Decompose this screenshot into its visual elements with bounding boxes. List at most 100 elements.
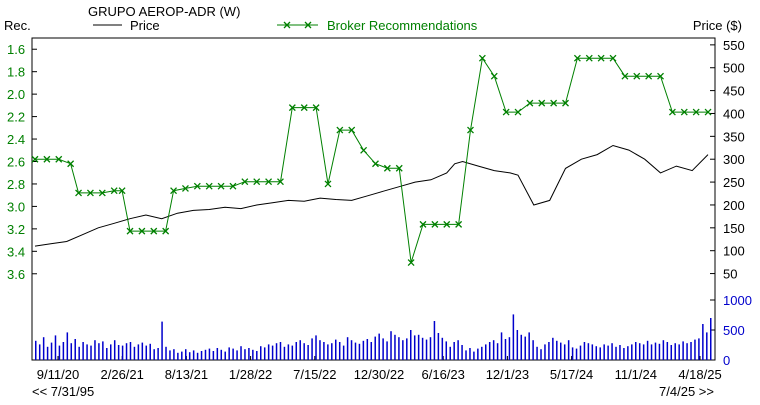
volume-bar bbox=[267, 344, 270, 360]
volume-bar bbox=[552, 337, 554, 360]
volume-bar bbox=[362, 340, 365, 360]
rec-tick-label: 2.0 bbox=[7, 87, 25, 102]
volume-bar bbox=[177, 352, 179, 360]
volume-bar bbox=[536, 346, 538, 360]
rec-point bbox=[181, 184, 189, 192]
volume-bar bbox=[678, 344, 680, 360]
volume-bar bbox=[386, 341, 388, 360]
volume-bar bbox=[686, 343, 688, 360]
legend-rec-markers bbox=[283, 21, 312, 29]
volume-bar bbox=[279, 342, 282, 360]
volume-bar bbox=[485, 344, 487, 360]
volume-bar bbox=[110, 344, 112, 360]
volume-bar bbox=[46, 346, 49, 360]
rec-point bbox=[443, 220, 451, 228]
rec-point bbox=[573, 54, 581, 62]
rec-point bbox=[205, 182, 213, 190]
volume-bar bbox=[185, 349, 187, 360]
x-tick-label: 8/13/21 bbox=[165, 367, 208, 382]
rec-point bbox=[478, 54, 486, 62]
volume-bar bbox=[674, 343, 676, 360]
volume-bar bbox=[516, 330, 519, 360]
volume-bar bbox=[70, 343, 73, 360]
volume-bar bbox=[121, 345, 124, 360]
volume-bar bbox=[220, 349, 223, 360]
volume-bar bbox=[390, 331, 392, 360]
rec-point bbox=[265, 178, 273, 186]
rec-point bbox=[300, 104, 308, 112]
volume-bar bbox=[153, 349, 155, 360]
rec-point bbox=[43, 155, 51, 163]
volume-bar bbox=[544, 344, 546, 360]
volume-bar bbox=[611, 343, 613, 360]
rec-point bbox=[324, 180, 332, 188]
legend-rec-marker bbox=[304, 21, 312, 29]
volume-bar bbox=[465, 350, 467, 360]
volume-bar bbox=[188, 352, 191, 360]
volume-bar bbox=[560, 342, 562, 360]
rec-point bbox=[110, 187, 118, 195]
volume-bar bbox=[500, 332, 503, 360]
rec-point bbox=[395, 164, 403, 172]
volume-bar bbox=[457, 340, 459, 360]
rec-point bbox=[419, 220, 427, 228]
volume-bar bbox=[528, 332, 530, 360]
volume-bar bbox=[240, 346, 242, 360]
volume-bar bbox=[421, 337, 424, 360]
volume-bar bbox=[38, 344, 41, 360]
volume-bar bbox=[425, 339, 428, 360]
rec-tick-label: 2.8 bbox=[7, 177, 25, 192]
volume-bar bbox=[102, 341, 104, 360]
legend-rec-label: Broker Recommendations bbox=[327, 18, 478, 33]
volume-bar bbox=[331, 343, 333, 360]
price-tick-label: 400 bbox=[723, 106, 745, 121]
volume-bar bbox=[623, 348, 625, 360]
rec-point bbox=[633, 72, 641, 80]
volume-tick-label: 500 bbox=[723, 323, 745, 338]
volume-bar bbox=[473, 351, 475, 360]
volume-bar bbox=[402, 340, 404, 360]
rec-point bbox=[150, 227, 158, 235]
rec-point bbox=[170, 187, 178, 195]
volume-bar bbox=[706, 332, 708, 360]
rec-tick-label: 3.4 bbox=[7, 244, 25, 259]
volume-bar bbox=[149, 343, 151, 360]
rec-point bbox=[348, 126, 356, 134]
recommendation-markers bbox=[31, 54, 712, 267]
volume-bar bbox=[275, 343, 278, 360]
rec-point bbox=[253, 178, 261, 186]
rec-point bbox=[657, 72, 664, 80]
rec-point bbox=[514, 108, 522, 116]
volume-bar bbox=[520, 334, 523, 360]
volume-bar bbox=[74, 339, 76, 360]
volume-bar bbox=[698, 338, 700, 360]
volume-bar bbox=[710, 318, 712, 360]
volume-bar bbox=[642, 344, 645, 360]
rec-point bbox=[360, 146, 368, 154]
volume-bar bbox=[461, 345, 463, 360]
x-tick-label: 11/1/24 bbox=[615, 367, 657, 382]
volume-bar bbox=[508, 337, 511, 360]
volume-bar bbox=[496, 343, 499, 360]
volume-bar bbox=[370, 342, 373, 360]
rec-point bbox=[597, 54, 605, 62]
rec-point bbox=[680, 108, 688, 116]
volume-bar bbox=[232, 348, 234, 360]
price-tick-label: 450 bbox=[723, 84, 745, 99]
volume-bar bbox=[141, 342, 144, 360]
range-end-link[interactable]: 7/4/25 >> bbox=[659, 384, 714, 399]
volume-bar bbox=[619, 345, 621, 360]
volume-bar bbox=[319, 340, 321, 360]
volume-bar bbox=[311, 338, 313, 360]
volume-bar bbox=[504, 339, 507, 360]
rec-point bbox=[67, 160, 75, 168]
price-tick-label: 550 bbox=[723, 38, 745, 53]
volume-bar bbox=[638, 343, 641, 360]
volume-bar bbox=[66, 332, 69, 360]
volume-bar bbox=[378, 333, 380, 360]
x-tick-label: 6/16/23 bbox=[422, 367, 465, 382]
rec-point bbox=[55, 155, 63, 163]
range-start-link[interactable]: << 7/31/95 bbox=[32, 384, 94, 399]
rec-point bbox=[118, 187, 126, 195]
